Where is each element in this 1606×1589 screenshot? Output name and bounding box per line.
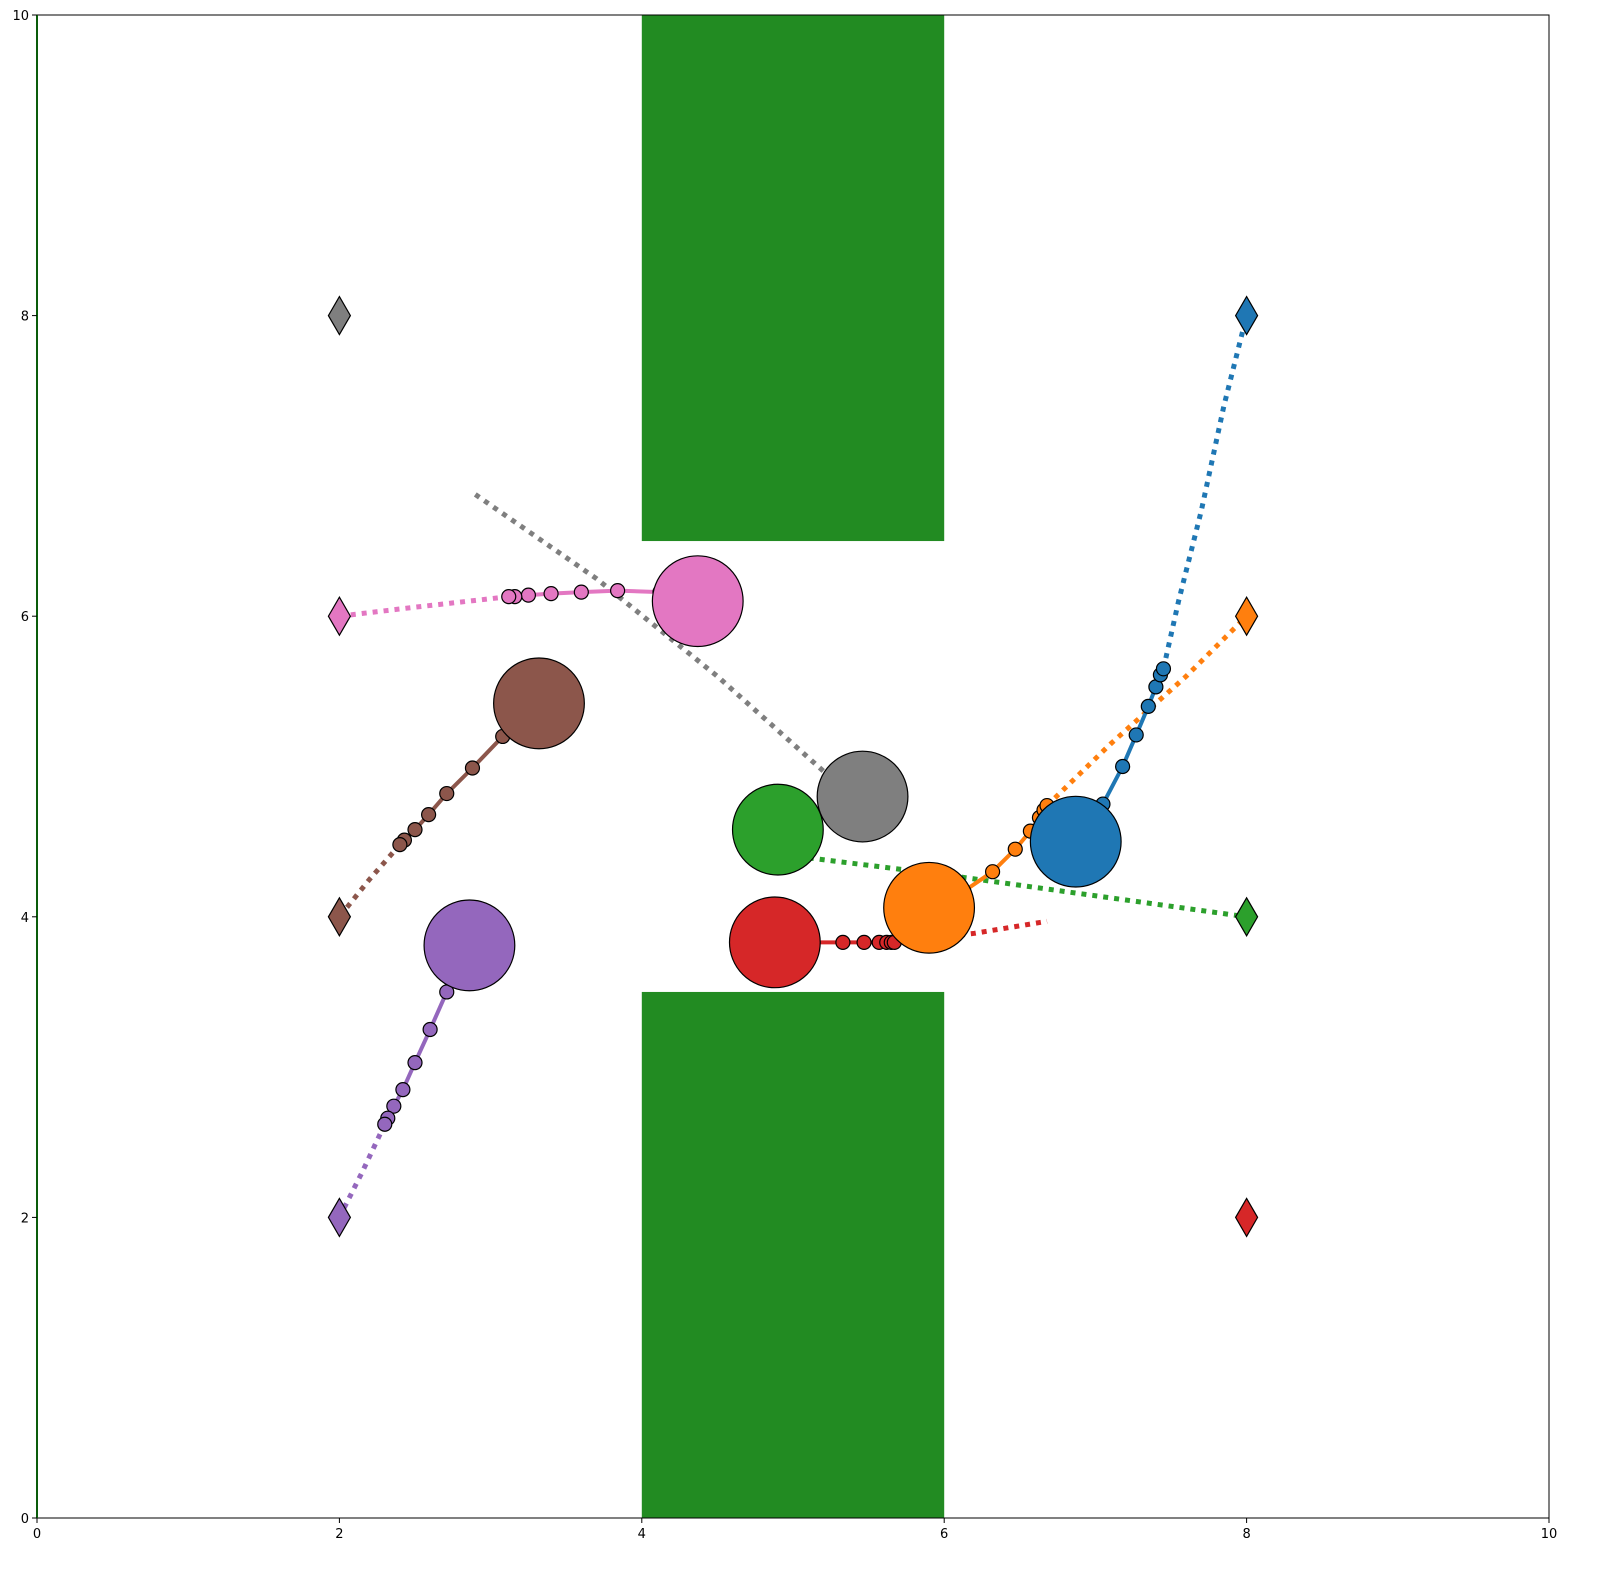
agent-0-plan-line bbox=[1161, 314, 1250, 670]
agents-layer bbox=[423, 555, 1122, 992]
agent-3-goal-marker bbox=[1234, 1197, 1259, 1238]
agent-4-goal-marker bbox=[327, 1197, 352, 1238]
agent-5-goal-marker bbox=[327, 896, 352, 937]
agent-6-body bbox=[651, 555, 744, 648]
agent-5-history-point-3 bbox=[421, 806, 437, 823]
goals-layer bbox=[327, 295, 1259, 1238]
x-tick-label-5: 10 bbox=[1541, 1527, 1558, 1542]
agent-1-history-point-2 bbox=[1007, 841, 1023, 857]
agent-3-history-point-2 bbox=[856, 934, 872, 950]
agent-4-history-point-3 bbox=[395, 1082, 411, 1098]
axes-frame: 0 2 4 6 8 10 0 2 4 6 8 10 bbox=[12, 9, 1557, 1542]
agent-0-history-point-6 bbox=[1155, 661, 1172, 677]
y-tick-label-1: 2 bbox=[21, 1211, 29, 1226]
agent-4-history-point-1 bbox=[422, 1021, 438, 1038]
agent-4-body bbox=[423, 899, 516, 992]
agent-1-history-point-1 bbox=[984, 864, 1001, 880]
agent-2-goal-marker bbox=[1234, 896, 1259, 937]
agent-0-history-point-3 bbox=[1140, 698, 1156, 714]
agent-6-history-point-2 bbox=[573, 584, 589, 600]
y-tick-label-4: 8 bbox=[21, 310, 29, 325]
y-tick-label-5: 10 bbox=[12, 9, 29, 24]
agent-6-history-point-1 bbox=[610, 583, 626, 599]
y-tick-label-3: 6 bbox=[21, 610, 29, 625]
obstacles-layer bbox=[641, 15, 945, 1518]
agent-0-goal-marker bbox=[1234, 295, 1259, 336]
agent-6-history-point-4 bbox=[520, 587, 537, 603]
agent-5-plan-line bbox=[337, 843, 402, 919]
agent-1-body bbox=[883, 861, 976, 954]
x-tick-label-2: 4 bbox=[638, 1527, 646, 1542]
agent-3-body bbox=[728, 896, 821, 989]
agent-7-goal-marker bbox=[327, 295, 352, 336]
agent-2-plan-line bbox=[786, 852, 1247, 920]
agent-4-history-point-6 bbox=[377, 1116, 393, 1132]
x-tick-label-3: 6 bbox=[940, 1527, 948, 1542]
agent-0-body bbox=[1029, 795, 1122, 888]
agent-1-goal-marker bbox=[1234, 596, 1259, 637]
agent-5-body bbox=[493, 657, 585, 750]
agent-6-plan-line bbox=[339, 594, 510, 619]
agent-0-history-point-1 bbox=[1115, 758, 1131, 775]
obstacle-0 bbox=[641, 15, 945, 542]
agent-4-history-point-2 bbox=[407, 1054, 423, 1071]
agent-7-body bbox=[816, 750, 909, 843]
obstacle-1 bbox=[641, 991, 945, 1518]
agent-5-history-point-6 bbox=[392, 837, 408, 853]
agent-5-history-point-2 bbox=[439, 785, 455, 802]
agent-2-body bbox=[731, 783, 824, 876]
x-tick-label-1: 2 bbox=[335, 1527, 343, 1542]
agent-4-history-point-4 bbox=[386, 1098, 402, 1114]
agent-4-plan-line bbox=[337, 1123, 388, 1219]
agent-1-plan-line bbox=[1045, 614, 1249, 808]
y-tick-label-0: 0 bbox=[21, 1512, 29, 1527]
x-tick-label-0: 0 bbox=[33, 1527, 41, 1542]
x-tick-label-4: 8 bbox=[1242, 1527, 1250, 1542]
agent-6-goal-marker bbox=[327, 596, 352, 637]
agent-5-history-point-1 bbox=[464, 760, 481, 776]
agent-6-history-point-6 bbox=[501, 589, 517, 605]
agent-5-history-point-4 bbox=[407, 822, 423, 838]
agent-6-history-point-3 bbox=[543, 586, 559, 602]
agent-3-history-point-1 bbox=[835, 934, 851, 950]
histories-layer bbox=[377, 583, 1172, 1132]
agent-0-history-point-2 bbox=[1128, 727, 1144, 743]
y-tick-label-2: 4 bbox=[21, 911, 29, 926]
